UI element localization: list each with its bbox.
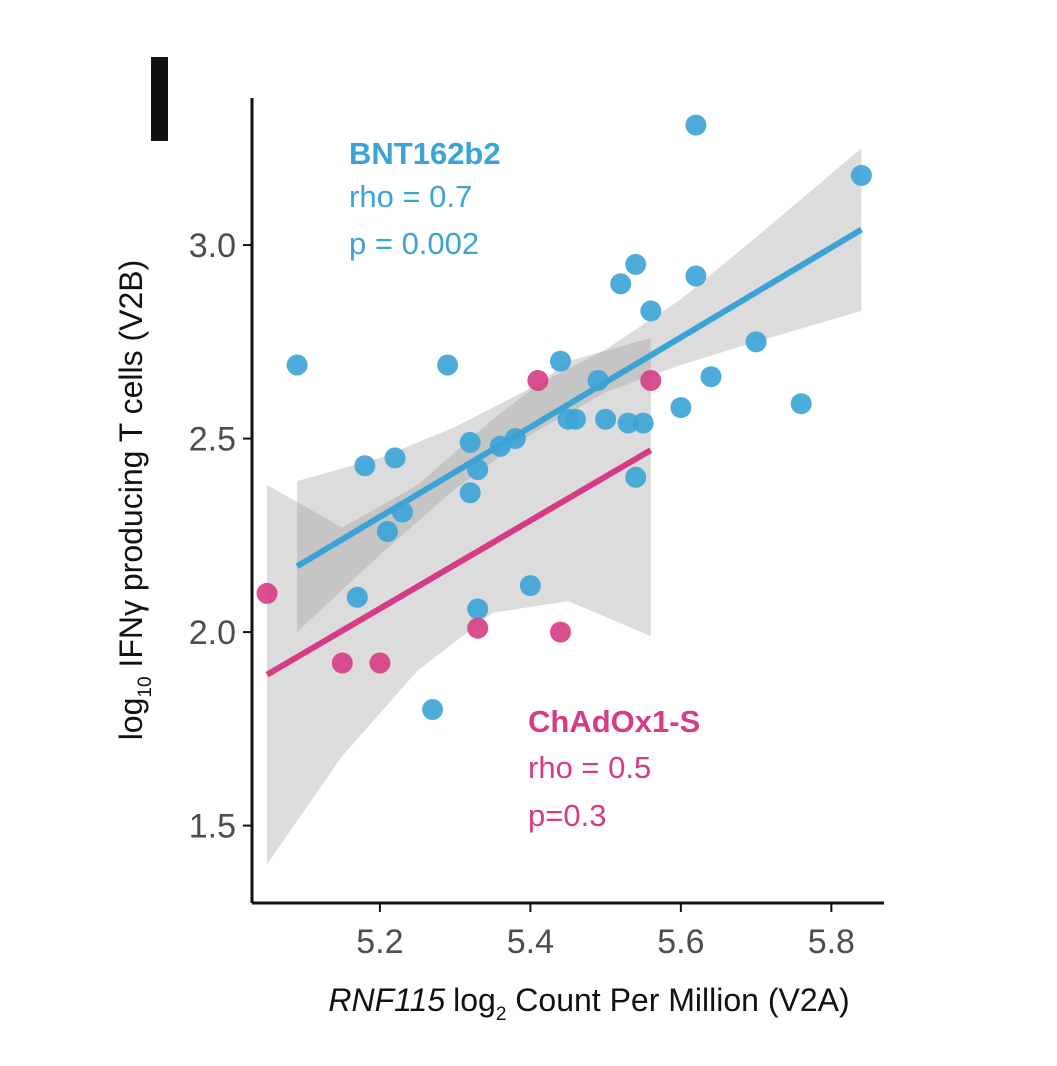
- x-tick-label-5.4: 5.4: [507, 923, 554, 961]
- panel-label-mark: [151, 57, 168, 141]
- bnt-point-1: [286, 354, 308, 376]
- bnt-point-31: [467, 598, 489, 620]
- chad-point-5: [527, 370, 549, 391]
- bnt-point-21: [640, 300, 662, 322]
- y-tick-label-2.5: 2.5: [189, 421, 236, 459]
- bnt-point-23: [670, 397, 692, 419]
- bnt-point-28: [790, 393, 812, 415]
- chad-confidence-band: [267, 338, 651, 865]
- bnt-point-12: [550, 350, 571, 372]
- bnt-point-19: [625, 253, 647, 275]
- y-axis-subscript: 10: [135, 676, 156, 697]
- bnt-p-value: p = 0.002: [349, 226, 479, 261]
- bnt-point-15: [587, 370, 609, 391]
- bnt-series-name: BNT162b2: [349, 136, 501, 171]
- x-tick-label-5.6: 5.6: [657, 923, 704, 961]
- bnt-point-16: [595, 408, 617, 430]
- bnt-confidence-band: [297, 148, 862, 633]
- chad-series-name: ChAdOx1-S: [528, 704, 700, 739]
- bnt-point-11: [504, 428, 526, 450]
- bnt-point-8: [459, 482, 481, 504]
- bnt-point-24: [685, 114, 707, 136]
- x-axis-gene: RNF115: [328, 982, 445, 1018]
- y-tick-label-3.0: 3.0: [189, 227, 236, 265]
- chad-p-value: p=0.3: [528, 798, 606, 833]
- bnt-rho: rho = 0.7: [349, 179, 472, 214]
- chad-regression-line: [265, 447, 653, 678]
- bnt-point-7: [459, 431, 481, 453]
- chad-point-2: [331, 652, 353, 674]
- bnt-point-30: [346, 586, 368, 608]
- x-tick-label-5.8: 5.8: [808, 923, 855, 961]
- regression-lines: [265, 227, 863, 678]
- x-axis-rest: Count Per Million (V2A): [506, 982, 849, 1018]
- bnt-point-5: [392, 501, 413, 523]
- bnt-point-3: [376, 521, 398, 542]
- bnt-point-20: [632, 412, 654, 434]
- bnt-point-6: [437, 354, 459, 376]
- bnt-point-25: [685, 265, 707, 287]
- x-axis-subscript: 2: [496, 1004, 507, 1025]
- axis-ticks: 5.2 5.4 5.6 5.8 1.5 2.0 2.5 3.0: [189, 227, 855, 961]
- bnt-point-4: [384, 447, 406, 469]
- confidence-bands: [267, 148, 862, 865]
- y-axis-title: log10 IFNγ producing T cells (V2B): [113, 260, 156, 741]
- y-tick-label-1.5: 1.5: [189, 808, 236, 846]
- chad-rho: rho = 0.5: [528, 750, 651, 785]
- bnt-point-26: [700, 366, 722, 388]
- bnt-point-32: [519, 575, 541, 597]
- chad-point-1: [256, 582, 278, 604]
- chad-point-7: [640, 370, 662, 391]
- x-axis-log: log: [453, 982, 496, 1018]
- y-tick-label-2.0: 2.0: [189, 614, 236, 652]
- chad-point-4: [467, 617, 489, 639]
- data-points: [256, 114, 872, 720]
- bnt-point-14: [565, 408, 586, 430]
- bnt-point-27: [745, 331, 767, 353]
- panel-label: I: [159, 89, 160, 91]
- bnt-point-18: [617, 412, 639, 434]
- bnt-regression-line: [295, 227, 863, 569]
- chad-point-6: [550, 621, 571, 643]
- bnt-point-22: [625, 466, 647, 488]
- bnt-point-2: [354, 455, 376, 477]
- y-axis-rest: IFNγ producing T cells (V2B): [113, 260, 149, 677]
- x-tick-label-5.2: 5.2: [356, 923, 403, 961]
- x-axis-title: RNF115 log2 Count Per Million (V2A): [328, 982, 849, 1025]
- bnt-point-29: [850, 164, 872, 186]
- bnt-point-17: [610, 273, 632, 295]
- y-axis-log: log: [113, 698, 149, 741]
- chad-point-3: [369, 652, 391, 674]
- bnt-point-9: [467, 459, 489, 480]
- bnt-point-33: [422, 699, 444, 720]
